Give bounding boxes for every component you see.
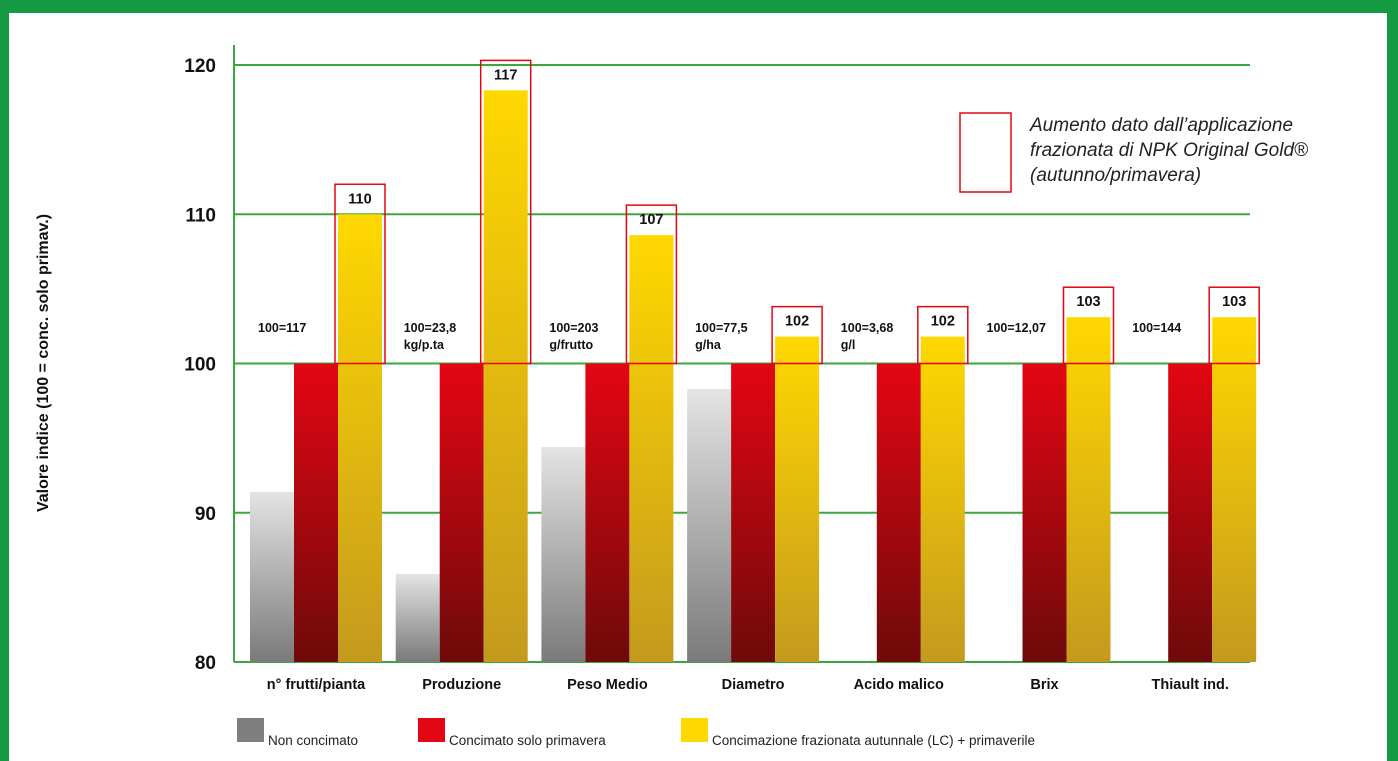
base-value-label: g/frutto [549,338,593,352]
bar-frazionata [483,90,528,662]
bar-frazionata [338,214,382,662]
bar-frazionata [1066,317,1111,662]
bar-non-concimato [250,491,294,662]
base-value-label: 100=77,5 [695,321,748,335]
annotation-line-1: Aumento dato dall’applicazione [1029,115,1293,136]
annotation-line-2: frazionata di NPK Original Gold® [1030,140,1308,161]
bar-non-concimato [687,388,732,662]
annotation-line-3: (autunno/primavera) [1030,165,1201,186]
base-value-label: 100=117 [258,321,306,335]
base-value-label: 100=144 [1132,321,1181,335]
legend: Non concimato Concimato solo primavera Con… [237,718,1035,748]
legend-label: Concimato solo primavera [449,733,606,748]
bar-solo-primavera [439,363,484,662]
increase-box [1208,286,1260,365]
value-label: 117 [494,67,517,83]
bar-non-concimato [541,447,586,662]
category-label: Diametro [722,677,785,693]
base-value-label: g/ha [695,338,722,352]
bar-layer [250,90,1257,662]
y-tick-label: 120 [184,56,216,77]
value-label: 110 [348,191,371,207]
category-label: Peso Medio [567,677,648,693]
category-label: Thiault ind. [1152,677,1229,693]
y-tick-label: 100 [184,355,216,376]
increase-box [334,183,386,365]
base-value-label: 100=23,8 [404,321,457,335]
increase-box [625,204,678,365]
bar-frazionata [775,336,820,662]
bar-solo-primavera [876,363,921,662]
increase-box [1062,286,1115,365]
bar-solo-primavera [585,363,630,662]
legend-label: Concimazione frazionata autunnale (LC) +… [712,733,1035,748]
legend-label: Non concimato [268,733,358,748]
legend-swatch [418,718,445,742]
legend-swatch [681,718,708,742]
annotation-box [959,112,1012,193]
base-value-label: 100=203 [549,321,598,335]
bar-frazionata [920,336,965,662]
bar-non-concimato [395,573,440,662]
value-label: 102 [931,314,955,330]
value-label: 103 [1076,294,1100,310]
y-axis-title: Valore indice (100 = conc. solo primav.) [35,214,52,512]
category-label: Produzione [422,677,501,693]
value-label: 102 [785,314,809,330]
category-label: Brix [1030,677,1058,693]
bar-solo-primavera [294,363,338,662]
increase-box [917,305,969,365]
value-label: 107 [639,212,663,228]
bar-solo-primavera [731,363,776,662]
bar-solo-primavera [1022,363,1067,662]
base-value-label: 100=12,07 [987,321,1046,335]
y-tick-label: 110 [185,205,216,226]
base-value-label: g/l [841,338,856,352]
y-tick-label: 80 [195,653,216,674]
bar-solo-primavera [1168,363,1213,662]
category-label: n° frutti/pianta [267,677,366,693]
bar-frazionata [629,235,674,662]
base-value-label: 100=3,68 [841,321,894,335]
bar-frazionata [1212,317,1257,662]
increase-box [771,305,823,365]
category-label: Acido malico [854,677,944,693]
y-tick-label: 90 [195,504,216,525]
base-value-label: kg/p.ta [404,338,445,352]
label-layer: 80 90 100 110 120 110 100=117 n° frutti/pianta 1… [184,56,1260,693]
legend-swatch [237,718,264,742]
value-label: 103 [1222,294,1246,310]
increase-box [479,59,532,365]
annotation: Aumento dato dall’applicazione frazionat… [959,112,1308,193]
